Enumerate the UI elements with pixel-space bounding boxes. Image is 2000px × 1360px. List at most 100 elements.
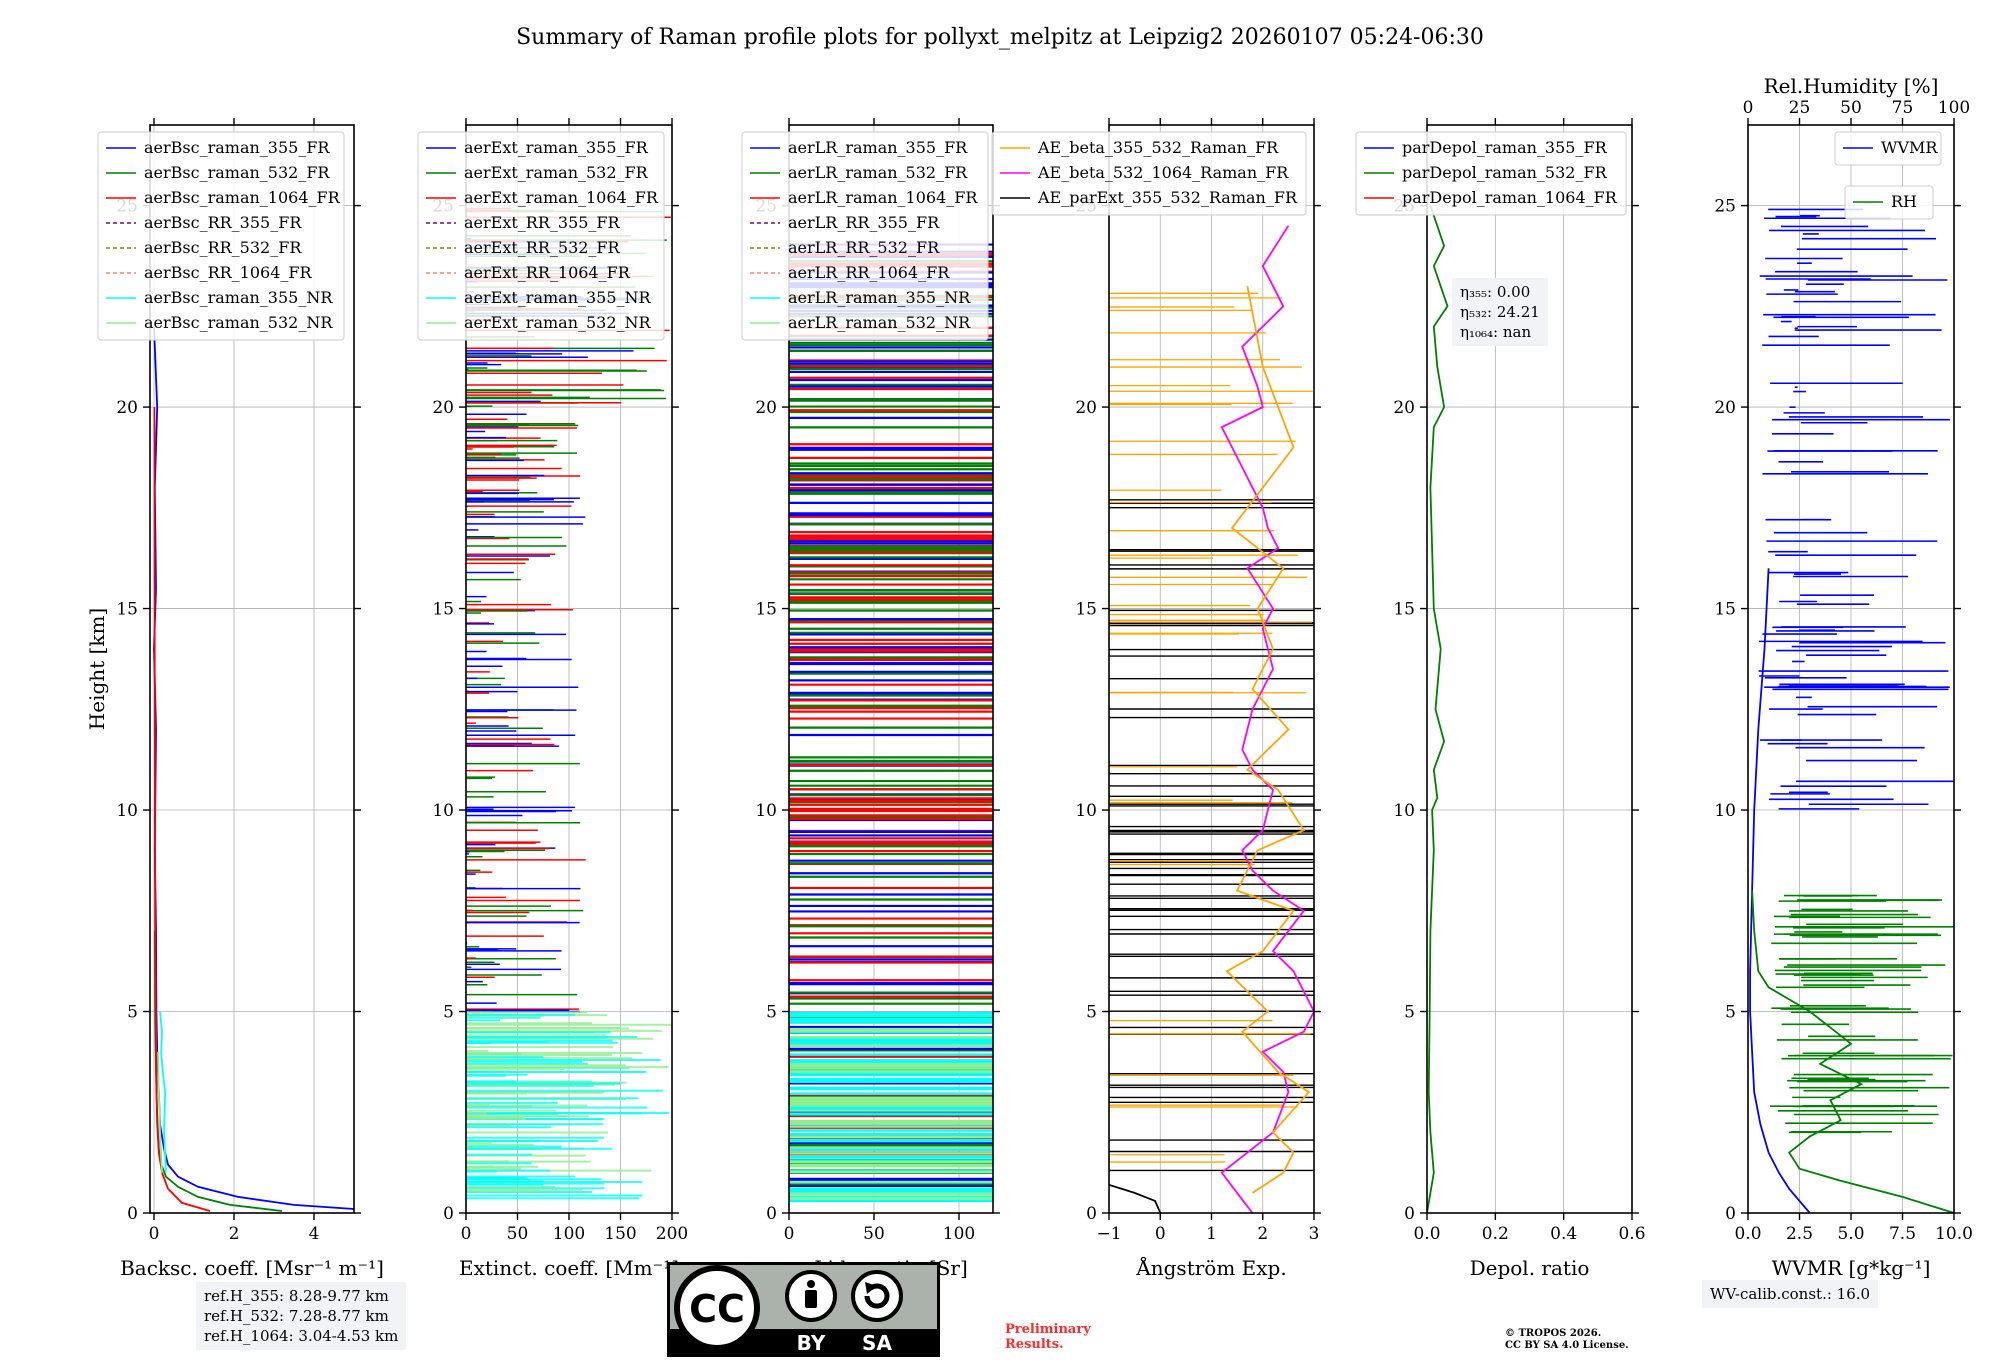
legend-label: aerBsc_raman_355_FR (144, 138, 330, 157)
x-axis-label: WVMR [g*kg⁻¹] (1772, 1256, 1931, 1280)
y-tick-label: 5 (1725, 1003, 1736, 1023)
y-axis-label: Height [km] (85, 608, 109, 730)
legend-label: AE_parExt_355_532_Raman_FR (1037, 188, 1298, 207)
y-tick-label: 20 (432, 398, 454, 418)
legend-label: aerBsc_RR_355_FR (144, 213, 302, 232)
y-tick-label: 15 (755, 600, 777, 620)
legend-label: aerLR_raman_532_NR (788, 313, 971, 332)
top-tick-label: 50 (1840, 98, 1862, 118)
x-tick-label: 0.6 (1618, 1224, 1645, 1244)
panel-extinction: 0501001502000510152025Extinct. coeff. [M… (417, 118, 688, 1280)
y-tick-label: 15 (1393, 600, 1415, 620)
x-tick-label: 0.0 (1734, 1224, 1761, 1244)
y-tick-label: 20 (1393, 398, 1415, 418)
legend-label: aerExt_RR_532_FR (464, 238, 621, 257)
series-AE_beta_355_532_Raman_FR (1225, 286, 1311, 1194)
legend-label: aerExt_raman_355_NR (464, 288, 652, 307)
x-tick-label: 0 (1155, 1224, 1166, 1244)
series-aerBsc_raman_532_FR (153, 930, 283, 1212)
legend-label: aerExt_raman_532_NR (464, 313, 652, 332)
x-tick-label: 50 (863, 1224, 885, 1244)
y-tick-label: 0 (1404, 1204, 1415, 1224)
cc-license-logo: CC BY SA (667, 1262, 940, 1357)
series-aerBsc_raman_532_NR (157, 1051, 163, 1173)
y-tick-label: 5 (443, 1003, 454, 1023)
cc-text: CC (689, 1287, 745, 1331)
y-tick-label: 10 (1714, 801, 1736, 821)
legend-label: aerLR_raman_355_NR (788, 288, 971, 307)
legend-label: aerExt_raman_355_FR (464, 138, 649, 157)
x-tick-label: 0.4 (1550, 1224, 1577, 1244)
y-tick-label: 5 (1086, 1003, 1097, 1023)
x-tick-label: 2 (1257, 1224, 1268, 1244)
x-tick-label: 3 (1309, 1224, 1320, 1244)
x-tick-label: 7.5 (1889, 1224, 1916, 1244)
top-tick-label: 0 (1743, 98, 1754, 118)
panel-backscatter: 0240510152025Backsc. coeff. [Msr⁻¹ m⁻¹]H… (85, 118, 384, 1280)
y-tick-label: 15 (1714, 600, 1736, 620)
cc-by-label: BY (797, 1331, 826, 1355)
legend-box (741, 131, 989, 341)
top-axis-label: Rel.Humidity [%] (1764, 74, 1939, 98)
legend-label: aerBsc_raman_1064_FR (144, 188, 341, 207)
y-tick-label: 20 (1714, 398, 1736, 418)
copyright-line1: © TROPOS 2026. (1505, 1328, 1602, 1339)
x-tick-label: 100 (943, 1224, 975, 1244)
legend-box (417, 131, 665, 341)
y-tick-label: 0 (127, 1204, 138, 1224)
panel-lidar-ratio: 0501000510152025Lidar ratio [Sr]aerLR_ra… (741, 118, 1000, 1280)
eta-annotation: η₃₅₅: 0.00 η₅₃₂: 24.21 η₁₀₆₄: nan (1452, 278, 1548, 346)
x-tick-label: 5.0 (1837, 1224, 1864, 1244)
legend-label: aerExt_raman_1064_FR (464, 188, 659, 207)
legend-box (1834, 131, 1942, 166)
copyright-note: © TROPOS 2026. CC BY SA 4.0 License. (1505, 1328, 1629, 1352)
x-tick-label: 0.0 (1413, 1224, 1440, 1244)
legend-box (97, 131, 345, 341)
y-tick-label: 10 (755, 801, 777, 821)
y-tick-label: 0 (766, 1204, 777, 1224)
axes-frame (788, 124, 994, 1214)
cc-circle-icon (674, 1265, 760, 1351)
series-parDepol_raman_532_FR (1427, 205, 1449, 1213)
y-tick-label: 15 (1075, 600, 1097, 620)
y-tick-label: 15 (116, 600, 138, 620)
series-aerBsc_raman_355_NR (159, 1011, 167, 1173)
panel-angstrom: −101230510152025Ångström Exp.AE_beta_355… (991, 118, 1321, 1280)
legend-label: aerBsc_RR_1064_FR (144, 263, 313, 282)
y-tick-label: 0 (1086, 1204, 1097, 1224)
preliminary-line1: Preliminary (1005, 1322, 1091, 1337)
legend-label: aerBsc_raman_532_FR (144, 163, 330, 182)
legend-label: aerExt_raman_532_FR (464, 163, 649, 182)
legend-box (991, 131, 1307, 216)
x-axis-label: Ångström Exp. (1135, 1255, 1286, 1280)
axes-frame (1426, 124, 1633, 1214)
plot-area-depol (1427, 205, 1449, 1213)
preliminary-note: Preliminary Results. (1005, 1322, 1091, 1352)
sa-share-icon (851, 1270, 903, 1322)
x-tick-label: 150 (604, 1224, 636, 1244)
series-aerBsc_raman_1064_FR (153, 407, 211, 1212)
x-tick-label: 100 (553, 1224, 585, 1244)
y-tick-label: 10 (116, 801, 138, 821)
legend-label: aerBsc_RR_532_FR (144, 238, 302, 257)
series-WVMR (1749, 568, 1811, 1213)
top-tick-label: 25 (1789, 98, 1811, 118)
legend-label: aerExt_RR_1064_FR (464, 263, 631, 282)
legend-box (1844, 185, 1934, 220)
legend-label: AE_beta_532_1064_Raman_FR (1037, 163, 1289, 182)
axes-frame (149, 124, 355, 1214)
panel-depol: 0.00.20.40.60510152025Depol. ratioparDep… (1355, 118, 1646, 1280)
y-tick-label: 20 (755, 398, 777, 418)
eta-532: η₅₃₂: 24.21 (1460, 303, 1540, 321)
figure-title: Summary of Raman profile plots for polly… (516, 25, 1484, 50)
legend-label: aerExt_RR_355_FR (464, 213, 621, 232)
ref-height-annotation: ref.H_355: 8.28-9.77 km ref.H_532: 7.28-… (196, 1282, 407, 1350)
x-tick-label: 4 (309, 1224, 320, 1244)
y-tick-label: 0 (443, 1204, 454, 1224)
legend-label: aerLR_RR_355_FR (788, 213, 940, 232)
ref-h-1064: ref.H_1064: 3.04-4.53 km (204, 1327, 399, 1345)
y-tick-label: 0 (1725, 1204, 1736, 1224)
legend-label: parDepol_raman_532_FR (1402, 163, 1608, 182)
x-tick-label: 0 (149, 1224, 160, 1244)
